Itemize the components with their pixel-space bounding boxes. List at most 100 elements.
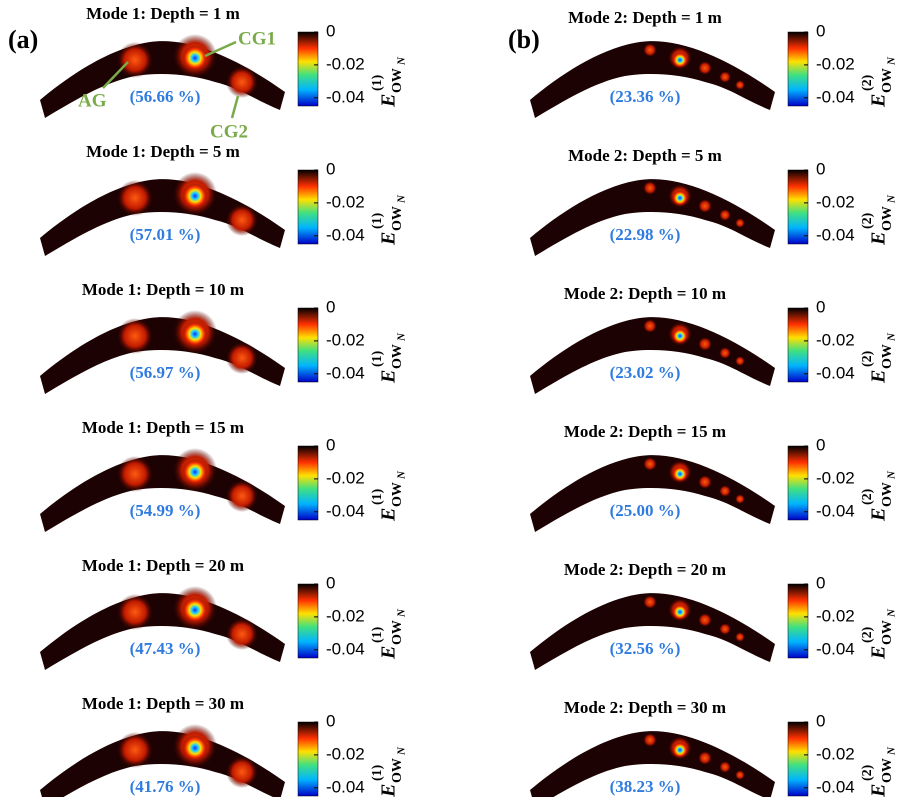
- label-sup: (1): [370, 488, 385, 505]
- variance: (47.43 %): [130, 639, 201, 658]
- eddy: [117, 594, 153, 630]
- label-sub: OW: [390, 620, 405, 645]
- colorbar-tick-label: -0.02: [326, 606, 365, 625]
- panel-title: Mode 1: Depth = 10 m: [82, 280, 244, 299]
- colorbar-label: EOW N (1): [370, 470, 407, 522]
- variance: (23.36 %): [610, 87, 681, 106]
- annotation: AG: [78, 90, 107, 111]
- label-base: E: [868, 508, 890, 522]
- eddy: [643, 595, 657, 609]
- eddy-core: [182, 459, 208, 485]
- label-sub: OW: [390, 206, 405, 231]
- label-sup: (2): [860, 74, 875, 91]
- colorbar-tick-label: 0: [816, 573, 825, 592]
- eddy: [719, 485, 731, 497]
- colorbar: [297, 445, 319, 521]
- panel-title: Mode 2: Depth = 20 m: [564, 560, 726, 579]
- colorbar-tick-label: -0.04: [816, 363, 855, 382]
- panel: Mode 1: Depth = 10 m (56.97 %) 0 -0.02 -0.04…: [40, 280, 408, 394]
- colorbar-label: EOW N (2): [860, 470, 897, 522]
- panel-title: Mode 1: Depth = 5 m: [86, 142, 240, 161]
- colorbar-tick-label: -0.02: [326, 192, 365, 211]
- variance: (54.99 %): [130, 501, 201, 520]
- annotation-arrow: [230, 95, 240, 119]
- colorbar-tick-label: -0.04: [326, 501, 365, 520]
- eddy-core: [672, 604, 688, 620]
- label-subsub: N: [396, 56, 408, 66]
- domain: [40, 455, 285, 532]
- colorbar-label: EOW N (2): [860, 608, 897, 660]
- eddy: [735, 632, 745, 642]
- colorbar: [787, 31, 809, 107]
- eddy: [698, 475, 712, 489]
- colorbar: [297, 31, 319, 107]
- label-subsub: N: [886, 332, 898, 342]
- domain: [530, 41, 775, 118]
- variance: (38.23 %): [610, 777, 681, 796]
- label-sub: OW: [390, 344, 405, 369]
- eddy-core: [182, 735, 208, 761]
- map: [40, 586, 285, 670]
- panel: Mode 2: Depth = 15 m (25.00 %) 0 -0.02 -0.04…: [530, 422, 898, 532]
- map: [40, 448, 285, 532]
- label-sub: OW: [880, 482, 895, 507]
- eddy: [719, 209, 731, 221]
- panel: Mode 1: Depth = 15 m (54.99 %) 0 -0.02 -0.04…: [40, 418, 408, 532]
- panel: Mode 1: Depth = 20 m (47.43 %) 0 -0.02 -0.04…: [40, 556, 408, 670]
- label-sup: (2): [860, 626, 875, 643]
- eddy: [643, 733, 657, 747]
- label-sub: OW: [880, 68, 895, 93]
- eddy: [698, 199, 712, 213]
- eddy: [643, 43, 657, 57]
- label-sub: OW: [390, 758, 405, 783]
- label-sup: (1): [370, 626, 385, 643]
- eddy: [719, 761, 731, 773]
- colorbar-label: EOW N (1): [370, 194, 407, 246]
- colorbar: [787, 583, 809, 659]
- panel-title: Mode 2: Depth = 5 m: [568, 146, 722, 165]
- eddy: [226, 204, 258, 236]
- colorbar-tick-label: 0: [816, 21, 825, 40]
- label-subsub: N: [396, 470, 408, 480]
- variance: (56.66 %): [130, 87, 201, 106]
- label-sup: (2): [860, 764, 875, 781]
- colorbar: [297, 307, 319, 383]
- colorbar-tick-label: -0.04: [816, 777, 855, 796]
- label-base: E: [378, 784, 400, 797]
- label-base: E: [378, 508, 400, 522]
- colorbar-label: EOW N (1): [370, 332, 407, 384]
- colorbar-label: EOW N (2): [860, 194, 897, 246]
- label-sup: (1): [370, 764, 385, 781]
- variance: (32.56 %): [610, 639, 681, 658]
- eddy: [719, 71, 731, 83]
- label-sub: OW: [880, 206, 895, 231]
- colorbar-tick-label: -0.02: [816, 54, 855, 73]
- panel-label: (a): [8, 25, 38, 54]
- label-sub: OW: [390, 68, 405, 93]
- colorbar-tick-label: 0: [326, 573, 335, 592]
- colorbar-tick-label: -0.02: [326, 54, 365, 73]
- colorbar-tick-label: 0: [816, 297, 825, 316]
- eddy: [117, 318, 153, 354]
- map: [530, 179, 775, 256]
- panel-title: Mode 1: Depth = 1 m: [86, 4, 240, 23]
- colorbar-tick-label: -0.02: [326, 468, 365, 487]
- panel: Mode 1: Depth = 1 m (56.66 %) 0 -0.02 -0.04 E…: [40, 4, 408, 118]
- colorbar-tick-label: -0.04: [816, 639, 855, 658]
- variance: (56.97 %): [130, 363, 201, 382]
- colorbar: [297, 169, 319, 245]
- colorbar-tick-label: 0: [326, 21, 335, 40]
- eddy-core: [182, 183, 208, 209]
- panel-title: Mode 2: Depth = 1 m: [568, 8, 722, 27]
- eddy-core: [672, 742, 688, 758]
- label-base: E: [868, 94, 890, 108]
- domain: [40, 731, 285, 797]
- domain: [530, 731, 775, 797]
- eddy: [735, 218, 745, 228]
- colorbar: [787, 721, 809, 797]
- eddy: [719, 347, 731, 359]
- variance: (22.98 %): [610, 225, 681, 244]
- panel: Mode 2: Depth = 1 m (23.36 %) 0 -0.02 -0.04 E…: [530, 8, 898, 118]
- colorbar-tick-label: -0.02: [816, 468, 855, 487]
